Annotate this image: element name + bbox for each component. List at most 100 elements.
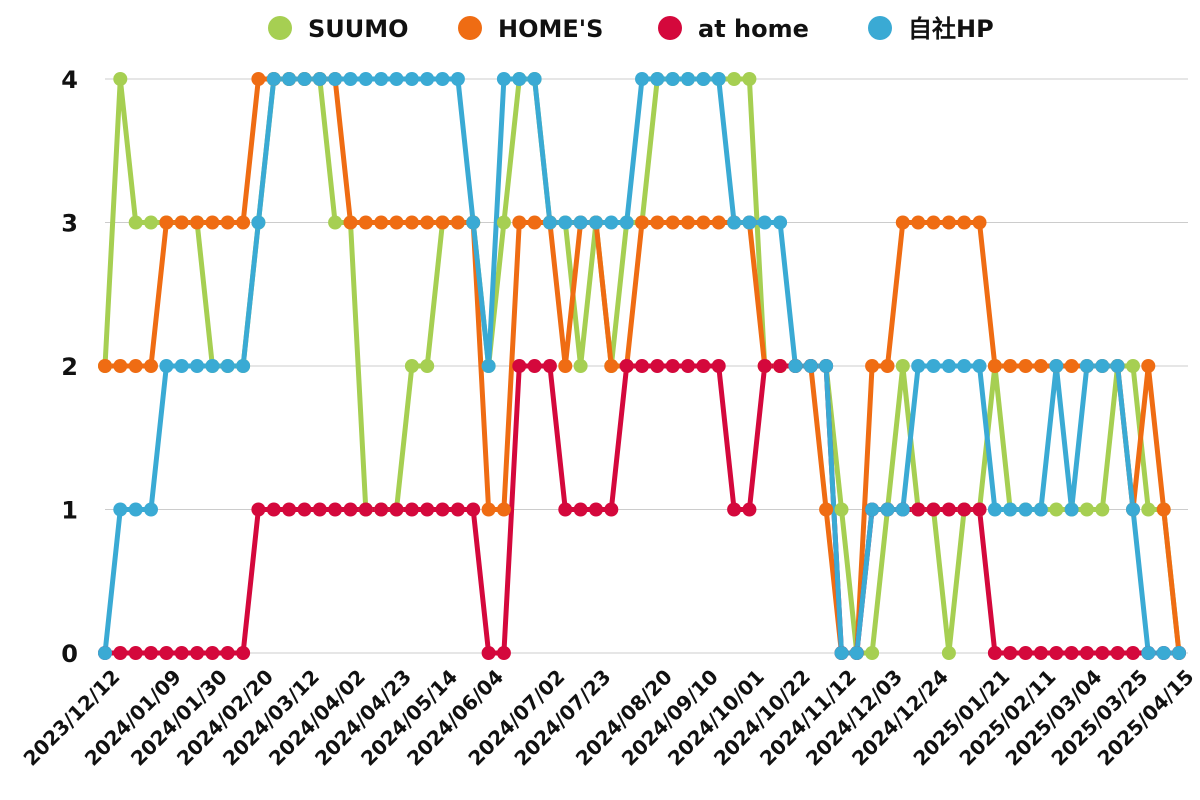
data-point <box>374 215 389 230</box>
data-point <box>297 72 312 86</box>
data-point <box>328 72 343 86</box>
data-point <box>1172 646 1186 660</box>
data-point <box>481 646 496 660</box>
data-point <box>957 359 972 373</box>
data-point <box>404 215 419 230</box>
data-point <box>466 215 481 230</box>
data-point <box>98 646 112 660</box>
data-point <box>435 72 450 86</box>
data-point <box>144 646 158 660</box>
data-point <box>619 359 634 373</box>
data-point <box>1126 359 1140 373</box>
data-point <box>773 359 788 373</box>
data-point <box>665 215 680 230</box>
data-point <box>681 72 695 86</box>
data-point <box>266 72 281 86</box>
data-point <box>1079 502 1094 517</box>
data-point <box>236 359 251 373</box>
data-point <box>389 215 404 230</box>
data-point <box>926 359 941 373</box>
data-point <box>128 215 143 230</box>
data-point <box>957 502 972 517</box>
data-point <box>1033 646 1048 660</box>
data-point <box>527 215 542 230</box>
legend-marker <box>458 16 482 40</box>
y-tick-label: 0 <box>61 640 78 668</box>
data-point <box>803 359 818 373</box>
data-point <box>865 502 880 517</box>
data-point <box>1095 502 1110 517</box>
data-point <box>113 502 128 517</box>
data-point <box>312 502 327 517</box>
data-point <box>604 359 619 373</box>
data-point <box>727 215 742 230</box>
data-point <box>1049 359 1064 373</box>
data-point <box>481 359 496 373</box>
data-point <box>619 215 634 230</box>
data-point <box>1064 502 1079 517</box>
data-point <box>941 502 956 517</box>
data-point <box>205 646 220 660</box>
data-point <box>1156 646 1171 660</box>
data-point <box>757 359 772 373</box>
data-point <box>1110 646 1125 660</box>
data-point <box>144 359 158 373</box>
data-point <box>374 502 389 517</box>
y-tick-label: 4 <box>61 66 78 94</box>
data-point <box>788 359 803 373</box>
data-point <box>282 72 297 86</box>
data-point <box>589 215 603 230</box>
y-axis: 0 1 2 3 4 <box>61 66 78 668</box>
data-point <box>987 502 1002 517</box>
data-point <box>389 72 404 86</box>
data-point <box>972 359 987 373</box>
data-point <box>1018 359 1033 373</box>
data-point <box>251 72 266 86</box>
data-point <box>174 646 189 660</box>
data-point <box>635 359 649 373</box>
data-point <box>236 215 251 230</box>
y-tick-label: 2 <box>61 353 78 381</box>
data-point <box>220 215 235 230</box>
data-point <box>895 359 910 373</box>
legend-label: HOME'S <box>498 15 603 43</box>
data-point <box>1126 646 1140 660</box>
data-point <box>711 215 726 230</box>
data-point <box>941 646 956 660</box>
data-point <box>358 215 373 230</box>
legend-marker <box>868 16 892 40</box>
data-point <box>1079 359 1094 373</box>
data-point <box>757 215 772 230</box>
data-point <box>312 72 327 86</box>
data-point <box>665 72 680 86</box>
data-point <box>496 72 511 86</box>
data-point <box>604 502 619 517</box>
data-point <box>773 215 788 230</box>
data-point <box>819 502 834 517</box>
data-point <box>466 502 481 517</box>
data-point <box>450 215 465 230</box>
legend-label: SUUMO <box>308 15 409 43</box>
data-point <box>343 72 358 86</box>
data-point <box>1049 646 1064 660</box>
data-point <box>1033 359 1048 373</box>
data-point <box>328 502 343 517</box>
data-point <box>727 502 742 517</box>
data-point <box>1003 646 1018 660</box>
legend-label: 自社HP <box>908 15 994 43</box>
data-point <box>512 215 527 230</box>
data-point <box>282 502 297 517</box>
data-point <box>711 359 726 373</box>
data-point <box>190 359 205 373</box>
x-axis: 2023/12/122024/01/092024/01/302024/02/20… <box>19 665 1199 771</box>
data-point <box>144 502 158 517</box>
data-point <box>113 359 128 373</box>
data-point <box>205 215 220 230</box>
data-point <box>635 72 649 86</box>
data-point <box>711 72 726 86</box>
data-point <box>589 502 603 517</box>
data-point <box>696 215 711 230</box>
data-point <box>880 359 895 373</box>
data-point <box>542 359 557 373</box>
